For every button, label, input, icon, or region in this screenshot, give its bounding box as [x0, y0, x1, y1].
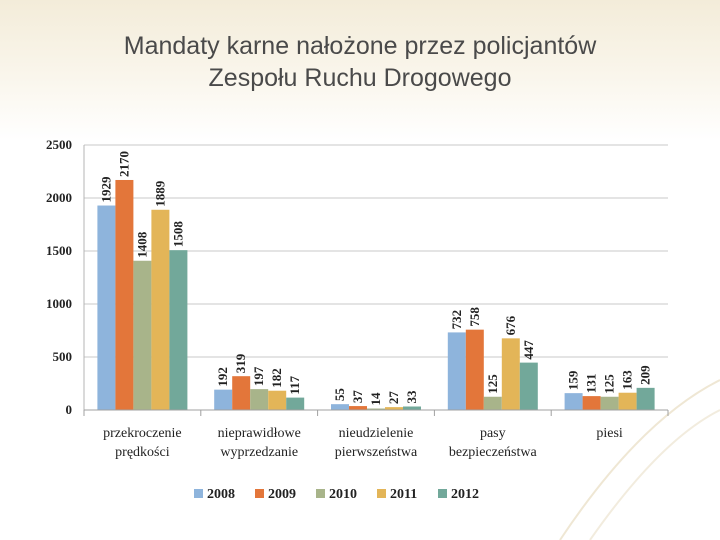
bar-2011: [618, 392, 637, 410]
data-label: 1408: [134, 231, 149, 258]
data-label: 131: [584, 374, 599, 394]
x-category-label: piesi: [596, 426, 623, 441]
data-label: 55: [332, 388, 347, 402]
legend-swatch-2008: [194, 489, 203, 498]
y-tick-label: 0: [66, 402, 73, 417]
bar-2010: [133, 260, 152, 410]
data-label: 182: [269, 368, 284, 388]
x-category-label: wyprzedzanie: [220, 445, 298, 460]
legend-label: 2009: [268, 487, 296, 502]
legend-swatch-2012: [438, 489, 447, 498]
data-label: 1508: [170, 221, 185, 248]
bar-2008: [331, 404, 349, 410]
bar-layer: [97, 179, 655, 410]
y-tick-label: 2500: [46, 137, 72, 152]
data-label: 125: [602, 374, 617, 394]
legend-swatch-2011: [377, 489, 386, 498]
data-label: 27: [386, 391, 401, 405]
y-tick-label: 2000: [46, 190, 72, 205]
data-label: 14: [368, 392, 383, 406]
bar-2008: [97, 205, 116, 410]
header-background: [0, 0, 720, 140]
bar-2008: [564, 393, 583, 410]
bar-2012: [519, 362, 538, 410]
x-category-label: nieprawidłowe: [218, 426, 301, 441]
bar-2008: [447, 332, 466, 410]
data-label: 1889: [152, 180, 167, 207]
title-line-2: Zespołu Ruchu Drogowego: [208, 64, 512, 92]
y-tick-label: 500: [53, 349, 73, 364]
x-category-label: prędkości: [115, 445, 170, 460]
data-label: 125: [485, 374, 500, 394]
bar-2010: [600, 396, 619, 410]
title-line-1: Mandaty karne nałożone przez policjantów: [123, 32, 597, 60]
legend: 2008 2009 2010 2011 2012: [194, 487, 479, 502]
data-label: 319: [233, 353, 248, 373]
legend-swatch-2010: [316, 489, 325, 498]
data-label: 676: [503, 315, 518, 335]
page-title: Mandaty karne nałożone przez policjantów…: [0, 30, 720, 94]
data-label: 758: [467, 307, 482, 327]
bar-2009: [349, 406, 367, 410]
legend-label: 2010: [329, 487, 357, 502]
x-category-label: nieudzielenie: [339, 426, 414, 441]
data-label: 37: [350, 390, 365, 404]
bar-2009: [115, 179, 134, 410]
x-category-label: pasy: [480, 426, 506, 441]
axis-layer: 0 500 1000 1500 2000 2500 przekroczenie prędkoś…: [46, 137, 669, 460]
data-label: 732: [449, 310, 464, 330]
y-tick-label: 1000: [46, 296, 72, 311]
bar-2012: [169, 250, 188, 410]
data-label: 117: [287, 375, 302, 394]
data-label: 197: [251, 366, 266, 386]
data-label: 159: [566, 370, 581, 390]
bar-2008: [214, 389, 233, 410]
legend-swatch-2009: [255, 489, 264, 498]
data-label: 163: [620, 370, 635, 390]
bar-2012: [286, 397, 305, 410]
bar-2009: [465, 329, 484, 410]
legend-label: 2011: [390, 487, 417, 502]
x-category-label: pierwszeństwa: [335, 445, 418, 460]
bar-2010: [483, 396, 502, 410]
data-label: 33: [404, 390, 419, 404]
y-tick-label: 1500: [46, 243, 72, 258]
bar-2011: [151, 209, 170, 410]
bar-2009: [582, 396, 601, 410]
bar-2011: [385, 407, 403, 410]
bar-2010: [250, 389, 269, 410]
data-label: 1929: [98, 176, 113, 203]
x-category-label: przekroczenie: [103, 426, 182, 441]
bar-2010: [367, 408, 385, 410]
bar-2009: [232, 376, 251, 410]
data-label: 447: [521, 340, 536, 360]
data-label: 2170: [116, 151, 131, 177]
x-category-label: bezpieczeństwa: [449, 445, 538, 460]
legend-label: 2012: [451, 487, 479, 502]
bar-2011: [501, 338, 520, 410]
data-label: 192: [215, 367, 230, 387]
data-label: 209: [638, 365, 653, 385]
bar-2011: [268, 390, 287, 410]
legend-label: 2008: [207, 487, 235, 502]
bar-2012: [636, 387, 655, 410]
bar-2012: [403, 406, 421, 410]
